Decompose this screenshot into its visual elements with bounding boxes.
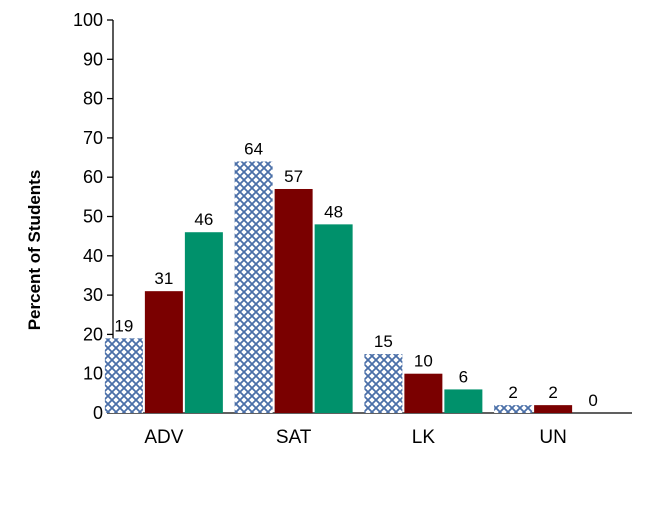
- data-label: 46: [194, 210, 213, 229]
- bar: [234, 161, 273, 413]
- y-tick-label: 80: [83, 89, 103, 109]
- y-tick-label: 20: [83, 324, 103, 344]
- data-label: 48: [324, 202, 343, 221]
- y-tick-label: 30: [83, 285, 103, 305]
- x-category-label: SAT: [276, 427, 312, 448]
- data-label: 57: [284, 167, 303, 186]
- y-tick-label: 90: [83, 49, 103, 69]
- y-tick-label: 50: [83, 207, 103, 227]
- data-label: 10: [414, 352, 433, 371]
- y-tick-label: 100: [73, 10, 103, 30]
- plot-area: 0102030405060708090100193146ADV645748SAT…: [73, 10, 632, 448]
- bar: [404, 373, 443, 413]
- data-label: 19: [114, 316, 133, 335]
- bar: [534, 405, 573, 413]
- bar: [494, 405, 533, 413]
- y-tick-label: 60: [83, 167, 103, 187]
- data-label: 2: [548, 383, 557, 402]
- y-tick-label: 70: [83, 128, 103, 148]
- bar: [274, 188, 313, 413]
- data-label: 6: [459, 367, 468, 386]
- x-category-label: UN: [539, 427, 566, 448]
- bar: [444, 389, 483, 413]
- data-label: 0: [588, 391, 597, 410]
- data-label: 64: [244, 139, 263, 158]
- data-label: 31: [154, 269, 173, 288]
- bar: [314, 224, 353, 413]
- y-tick-label: 0: [93, 403, 103, 423]
- bar: [104, 338, 143, 413]
- bar: [184, 232, 223, 413]
- x-category-label: LK: [412, 427, 436, 448]
- x-category-label: ADV: [144, 427, 183, 448]
- bar: [364, 354, 403, 413]
- y-axis-title: Percent of Students: [25, 170, 44, 331]
- bar: [144, 291, 183, 413]
- y-tick-label: 40: [83, 246, 103, 266]
- data-label: 15: [374, 332, 393, 351]
- data-label: 2: [508, 383, 517, 402]
- y-tick-label: 10: [83, 364, 103, 384]
